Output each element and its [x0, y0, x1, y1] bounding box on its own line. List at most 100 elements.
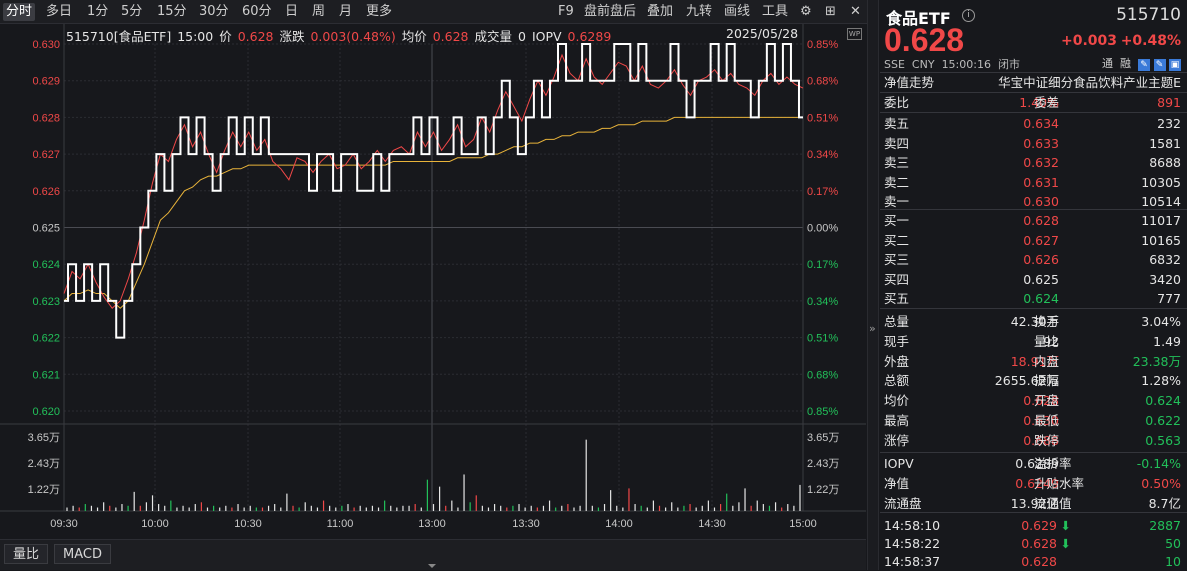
- period-tab-0[interactable]: 分时: [3, 3, 36, 21]
- tick-row[interactable]: 14:58:10 0.629 ⬇ 2887: [880, 516, 1187, 535]
- stat-label: 均价: [884, 393, 910, 409]
- price-tick-label: 0.628: [32, 112, 60, 124]
- tool-button-4[interactable]: 画线: [724, 4, 751, 19]
- stat-label: 最低: [1034, 413, 1060, 428]
- stat-label: IOPV: [884, 456, 914, 471]
- tick-row[interactable]: 14:58:22 0.628 ⬇ 50: [880, 534, 1187, 553]
- edit-icon[interactable]: ✎: [1138, 59, 1150, 71]
- pct-tick-label: 0.17%: [807, 186, 838, 198]
- tool-button-1[interactable]: 盘前盘后: [584, 4, 637, 19]
- price-tick-label: 0.626: [32, 186, 60, 198]
- level-volume: 232: [1157, 116, 1181, 131]
- asks-level[interactable]: 卖一 0.630 10514: [880, 192, 1187, 211]
- down-arrow-icon: ⬇: [1060, 536, 1071, 551]
- iopv-label: IOPV: [531, 29, 562, 44]
- time-tick-label: 14:00: [605, 518, 633, 530]
- nav-trend-row[interactable]: 净值走势 华宝中证细分食品饮料产业主题E: [880, 73, 1187, 92]
- stat-value: 0.624: [1145, 393, 1181, 409]
- alert-icon[interactable]: ▣: [1169, 59, 1181, 71]
- period-tab-4[interactable]: 15分: [157, 4, 187, 19]
- tool-button-5[interactable]: 工具: [762, 4, 789, 19]
- period-tab-6[interactable]: 60分: [242, 4, 272, 19]
- stat-label: 现手: [884, 333, 910, 349]
- quote-panel: 食品ETF i 515710 0.628 +0.003 +0.48% SSE C…: [880, 0, 1187, 570]
- stat-value: 1.49: [1153, 333, 1181, 349]
- volume-tick-label: 3.65万: [28, 432, 60, 444]
- price-tick-label: 0.625: [32, 223, 60, 235]
- wp-icon[interactable]: WP: [847, 28, 862, 40]
- bids-level[interactable]: 买二 0.627 10165: [880, 231, 1187, 250]
- tick-time: 14:58:22: [884, 536, 941, 551]
- level-price: 0.633: [1023, 135, 1059, 151]
- tool-button-2[interactable]: 叠加: [647, 4, 674, 19]
- level-price: 0.634: [1023, 116, 1059, 131]
- pin-icon[interactable]: ✎: [1153, 59, 1166, 71]
- stat-label: 净值: [884, 475, 910, 491]
- price-tick-label: 0.620: [32, 406, 60, 418]
- tool-button-3[interactable]: 九转: [686, 4, 713, 19]
- fund-code: 515710: [1116, 5, 1181, 25]
- stat-label: 最高: [884, 413, 910, 428]
- info-time: 15:00: [177, 29, 214, 44]
- time-tick-label: 09:30: [50, 518, 78, 530]
- weibi-value: 1.40%: [1019, 95, 1059, 110]
- tab-macd[interactable]: MACD: [54, 544, 111, 564]
- pct-tick-label: 0.51%: [807, 333, 838, 345]
- pct-tick-label: 0.68%: [807, 76, 838, 88]
- tool-button-0[interactable]: F9: [558, 4, 574, 19]
- tab-volume-ratio[interactable]: 量比: [4, 544, 49, 564]
- level-volume: 3420: [1149, 271, 1181, 287]
- flag-tong: 通: [1102, 57, 1113, 70]
- level-price: 0.630: [1023, 194, 1059, 209]
- collapse-icon[interactable]: [428, 564, 436, 568]
- panel-divider[interactable]: »: [867, 0, 879, 570]
- bids-level[interactable]: 买一 0.628 11017: [880, 211, 1187, 230]
- stat-row: 现手 92 量比 1.49: [880, 332, 1187, 351]
- stat-value: 92: [1043, 333, 1059, 349]
- price-tick-label: 0.623: [32, 296, 60, 308]
- level-price: 0.628: [1023, 213, 1059, 228]
- bids-level[interactable]: 买五 0.624 777: [880, 289, 1187, 308]
- settings-gear-icon[interactable]: ⚙: [800, 4, 812, 19]
- close-icon[interactable]: ✕: [850, 4, 861, 19]
- change-label: 涨跌: [279, 29, 305, 44]
- stat-value: 0.6249: [1015, 475, 1059, 491]
- period-tab-2[interactable]: 1分: [87, 4, 109, 19]
- down-arrow-icon: ⬇: [1060, 518, 1071, 533]
- period-tab-5[interactable]: 30分: [199, 4, 229, 19]
- info-icon[interactable]: i: [962, 9, 975, 22]
- period-tab-7[interactable]: 日: [285, 4, 299, 19]
- stat-value: 18.91万: [1010, 353, 1059, 369]
- level-label: 卖一: [884, 194, 910, 209]
- intraday-chart[interactable]: 0.630 0.629 0.628 0.627 0.626 0.625 0.624 0.623…: [0, 24, 866, 538]
- stat-label: 内盘: [1034, 353, 1060, 369]
- period-tab-8[interactable]: 周: [312, 4, 326, 19]
- stat-label: 量比: [1034, 333, 1060, 349]
- expand-chevron-icon[interactable]: »: [869, 322, 876, 335]
- period-tab-10[interactable]: 更多: [366, 4, 393, 19]
- time-tick-label: 15:00: [789, 518, 817, 530]
- layout-icon[interactable]: ⊞: [825, 4, 836, 19]
- period-tab-1[interactable]: 多日: [46, 4, 73, 19]
- avg-label: 均价: [401, 29, 427, 44]
- asks-level[interactable]: 卖二 0.631 10305: [880, 173, 1187, 192]
- stat-value: 0.50%: [1141, 475, 1181, 491]
- period-tab-9[interactable]: 月: [339, 4, 353, 19]
- stat-value: 8.7亿: [1148, 495, 1181, 511]
- level-volume: 6832: [1149, 252, 1181, 267]
- asks-level[interactable]: 卖四 0.633 1581: [880, 134, 1187, 153]
- stat-value: 0.563: [1145, 432, 1181, 448]
- stat-label: 溢折率: [1034, 456, 1072, 471]
- volume-tick-label: 1.22万: [28, 484, 60, 496]
- market-status: 闭市: [997, 58, 1020, 71]
- period-tab-3[interactable]: 5分: [121, 4, 143, 19]
- bids-level[interactable]: 买四 0.625 3420: [880, 270, 1187, 289]
- bids-level[interactable]: 买三 0.626 6832: [880, 250, 1187, 269]
- time-tick-label: 10:00: [141, 518, 169, 530]
- asks-level[interactable]: 卖三 0.632 8688: [880, 153, 1187, 172]
- stat-value: 0.688: [1023, 432, 1059, 448]
- indicator-tabbar: 量比 MACD: [0, 539, 866, 570]
- tick-row[interactable]: 14:58:37 0.628 10: [880, 552, 1187, 571]
- asks-level[interactable]: 卖五 0.634 232: [880, 114, 1187, 133]
- stat-label: 总额: [884, 373, 910, 389]
